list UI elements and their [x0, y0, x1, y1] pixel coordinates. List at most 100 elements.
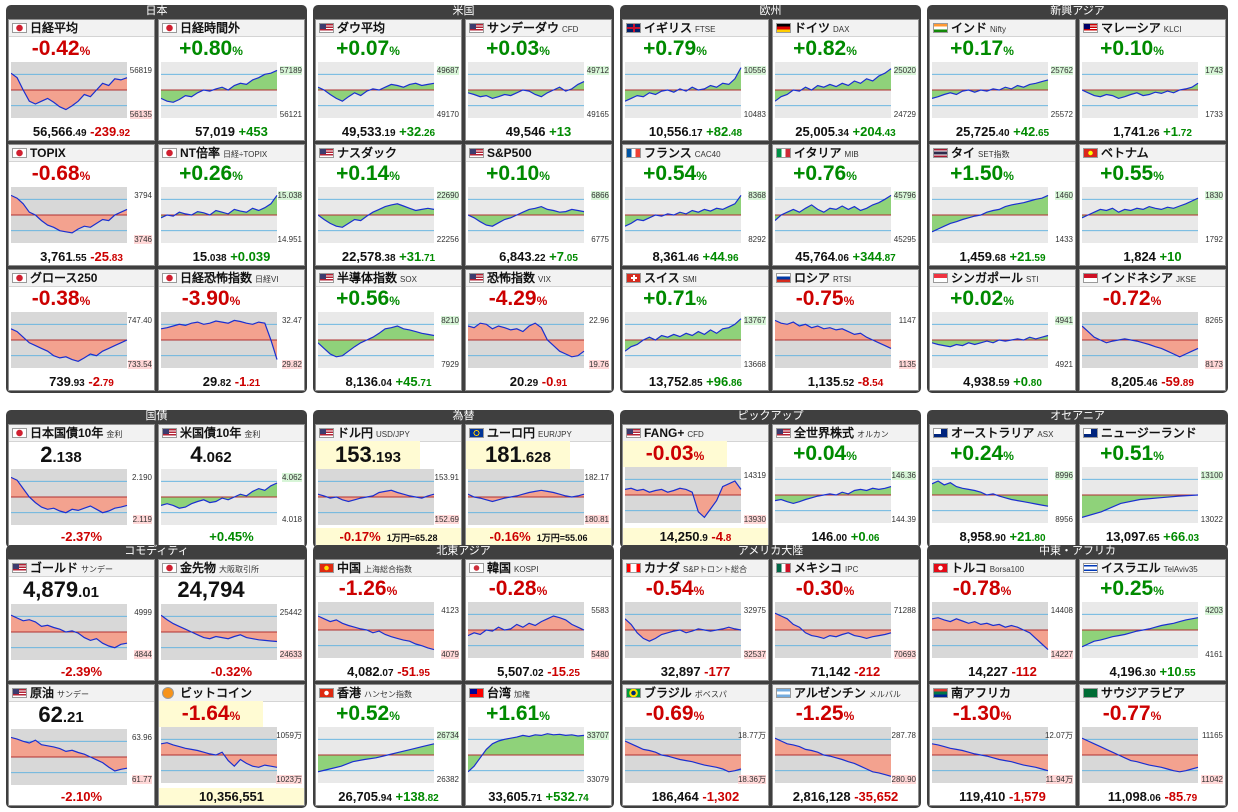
- market-subname: サンデー: [81, 565, 114, 574]
- market-card[interactable]: ナスダック +0.14% 22690 22256 22,578.38 +31.71: [315, 144, 462, 266]
- flag-icon: [1083, 23, 1098, 33]
- market-card[interactable]: メキシコ IPC -0.30% 71288 70693 71,142 -212: [772, 559, 919, 681]
- market-card[interactable]: マレーシア KLCI +0.10% 1743 1733 1,741.26 +1.72: [1079, 19, 1226, 141]
- value-frac: .01: [78, 584, 99, 601]
- change-percent: -1.26%: [316, 576, 420, 602]
- market-name: オーストラリア ASX: [951, 426, 1053, 442]
- current-value: 22,578.38: [341, 249, 396, 264]
- market-card[interactable]: ドイツ DAX +0.82% 25020 24729 25,005.34 +204.43: [772, 19, 919, 141]
- big-value: 153.193: [316, 441, 420, 469]
- flag-icon: [776, 148, 791, 158]
- market-card[interactable]: 日経恐怖指数 日経VI -3.90% 32.47 29.82 29.82 -1.21: [158, 269, 305, 391]
- footer-change: -2.37%: [9, 528, 154, 545]
- market-card[interactable]: ユーロ円 EUR/JPY 181.628 182.17 180.81 -0.16% 1万円…: [465, 424, 612, 546]
- market-card[interactable]: アルゼンチン メルバル -1.25% 287.78 280.90 2,816,128 -…: [772, 684, 919, 806]
- market-group: アメリカ大陸 カナダ S&Pトロント総合 -0.54% 32975 32537 32,89…: [620, 545, 921, 808]
- percent-unit: %: [693, 449, 705, 463]
- intraday-chart: [11, 62, 128, 126]
- market-card[interactable]: 南アフリカ -1.30% 12.07万 11.94万 119,410 -1,579: [929, 684, 1076, 806]
- market-card[interactable]: 原油 サンデー 62.21 63.96 61.77 -2.10%: [8, 684, 155, 806]
- market-card[interactable]: ベトナム +0.55% 1830 1792 1,824 +10: [1079, 144, 1226, 266]
- market-card[interactable]: 恐怖指数 VIX -4.29% 22.96 19.76 20.29 -0.91: [465, 269, 612, 391]
- market-card[interactable]: カナダ S&Pトロント総合 -0.54% 32975 32537 32,897 -177: [622, 559, 769, 681]
- market-name-text: マレーシア: [1101, 21, 1161, 35]
- market-card[interactable]: イスラエル TelAviv35 +0.25% 4203 4161 4,196.30 +1…: [1079, 559, 1226, 681]
- tick-low: 4844: [134, 650, 152, 659]
- market-name-text: イギリス: [644, 21, 693, 35]
- change-percent: +0.56%: [316, 286, 420, 312]
- market-card[interactable]: NT倍率 日経÷TOPIX +0.26% 15.038 14.951 15.038 +0…: [158, 144, 305, 266]
- tick-high: 71288: [893, 606, 916, 615]
- flag-icon: [776, 428, 791, 438]
- card-header: 恐怖指数 VIX: [466, 270, 611, 287]
- tick-low: 2.119: [132, 515, 152, 524]
- market-card[interactable]: シンガポール STI +0.02% 4941 4921 4,938.59 +0.80: [929, 269, 1076, 391]
- flag-icon: [626, 688, 641, 698]
- flag-icon: [12, 273, 27, 283]
- market-card[interactable]: ロシア RTSI -0.75% 1147 1135 1,135.52 -8.54: [772, 269, 919, 391]
- market-card[interactable]: 金先物 大阪取引所 24,794 25442 24633 -0.32%: [158, 559, 305, 681]
- intraday-chart: [161, 727, 278, 791]
- percent-unit: %: [1150, 709, 1162, 723]
- market-name: ブラジル ボベスパ: [644, 686, 727, 702]
- percent-unit: %: [846, 449, 857, 463]
- change-percent: -0.42%: [9, 36, 113, 62]
- market-name-text: 恐怖指数: [487, 271, 536, 285]
- market-card[interactable]: 韓国 KOSPI -0.28% 5583 5480 5,507.02 -15.25: [465, 559, 612, 681]
- market-card[interactable]: トルコ Borsa100 -0.78% 14408 14227 14,227 -112: [929, 559, 1076, 681]
- market-card[interactable]: 全世界株式 オルカン +0.04% 146.36 144.39 146.00 +0.06: [772, 424, 919, 546]
- tick-low: 8292: [748, 235, 766, 244]
- market-card[interactable]: ブラジル ボベスパ -0.69% 18.77万 18.36万 186,464 -1,30…: [622, 684, 769, 806]
- market-card[interactable]: フランス CAC40 +0.54% 8368 8292 8,361.46 +44.96: [622, 144, 769, 266]
- market-card[interactable]: 半導体指数 SOX +0.56% 8210 7929 8,136.04 +45.71: [315, 269, 462, 391]
- market-card[interactable]: S&P500 +0.10% 6866 6775 6,843.22 +7.05: [465, 144, 612, 266]
- market-card[interactable]: 中国 上海総合指数 -1.26% 4123 4079 4,082.07 -51.95: [315, 559, 462, 681]
- market-card[interactable]: インドネシア JKSE -0.72% 8265 8173 8,205.46 -59.89: [1079, 269, 1226, 391]
- market-card[interactable]: 香港 ハンセン指数 +0.52% 26734 26382 26,705.94 +138.…: [315, 684, 462, 806]
- market-card[interactable]: 台湾 加権 +1.61% 33707 33079 33,605.71 +532.74: [465, 684, 612, 806]
- market-subname: 金利: [244, 430, 261, 439]
- card-header: 香港 ハンセン指数: [316, 685, 461, 702]
- market-card[interactable]: 日経平均 -0.42% 56819 56135 56,566.49 -239.92: [8, 19, 155, 141]
- intraday-chart: [1082, 602, 1199, 666]
- card-header: タイ SET指数: [930, 145, 1075, 162]
- market-card[interactable]: ダウ平均 +0.07% 49687 49170 49,533.19 +32.26: [315, 19, 462, 141]
- card-header: マレーシア KLCI: [1080, 20, 1225, 37]
- market-name: ゴールド サンデー: [30, 561, 113, 577]
- market-card[interactable]: 米国債10年 金利 4.062 4.062 4.018 +0.45%: [158, 424, 305, 546]
- intraday-chart: [775, 602, 892, 666]
- point-change: -59.89: [1161, 374, 1194, 389]
- market-card[interactable]: ニュージーランド +0.51% 13100 13022 13,097.65 +66.0…: [1079, 424, 1226, 546]
- card-header: ナスダック: [316, 145, 461, 162]
- market-card[interactable]: ゴールド サンデー 4,879.01 4999 4844 -2.39%: [8, 559, 155, 681]
- market-name: メキシコ IPC: [794, 561, 858, 577]
- market-card[interactable]: 日経時間外 +0.80% 57189 56121 57,019 +453: [158, 19, 305, 141]
- market-card[interactable]: インド Nifty +0.17% 25762 25572 25,725.40 +42.6…: [929, 19, 1076, 141]
- market-name: 日経恐怖指数 日経VI: [180, 271, 279, 287]
- market-card[interactable]: スイス SMI +0.71% 13767 13668 13,752.85 +96.86: [622, 269, 769, 391]
- intraday-chart: [318, 602, 435, 666]
- market-card[interactable]: イギリス FTSE +0.79% 10556 10483 10,556.17 +82.4…: [622, 19, 769, 141]
- market-card[interactable]: グロース250 -0.38% 747.40 733.54 739.93 -2.79: [8, 269, 155, 391]
- market-name-text: サウジアラビア: [1101, 686, 1186, 700]
- market-card[interactable]: ドル円 USD/JPY 153.193 153.91 152.69 -0.17% 1万円=…: [315, 424, 462, 546]
- current-value: 13,752.85: [648, 374, 703, 389]
- market-name: 原油 サンデー: [30, 686, 89, 702]
- market-card[interactable]: TOPIX -0.68% 3794 3746 3,761.55 -25.83: [8, 144, 155, 266]
- market-subname: CFD: [562, 25, 579, 34]
- market-card[interactable]: FANG+ CFD -0.03% 14319 13930 14,250.9 -4.8: [622, 424, 769, 546]
- tick-low: 25572: [1050, 110, 1073, 119]
- footer-value: 71,142 -212: [773, 663, 918, 680]
- market-card[interactable]: タイ SET指数 +1.50% 1460 1433 1,459.68 +21.59: [929, 144, 1076, 266]
- tick-low: 56121: [279, 110, 302, 119]
- market-card[interactable]: 日本国債10年 金利 2.138 2.190 2.119 -2.37%: [8, 424, 155, 546]
- group-title: 国債: [145, 410, 168, 422]
- market-subname: FTSE: [695, 25, 716, 34]
- current-value: 8,361.46: [652, 249, 699, 264]
- flag-icon: [933, 23, 948, 33]
- market-card[interactable]: オーストラリア ASX +0.24% 8996 8956 8,958.90 +21.80: [929, 424, 1076, 546]
- market-card[interactable]: サンデーダウ CFD +0.03% 49712 49165 49,546 +13: [465, 19, 612, 141]
- market-card[interactable]: イタリア MIB +0.76% 45796 45295 45,764.06 +344.8…: [772, 144, 919, 266]
- market-card[interactable]: ビットコイン -1.64% 1059万 1023万 10,356,551: [158, 684, 305, 806]
- market-card[interactable]: サウジアラビア -0.77% 11165 11042 11,098.06 -85.79: [1079, 684, 1226, 806]
